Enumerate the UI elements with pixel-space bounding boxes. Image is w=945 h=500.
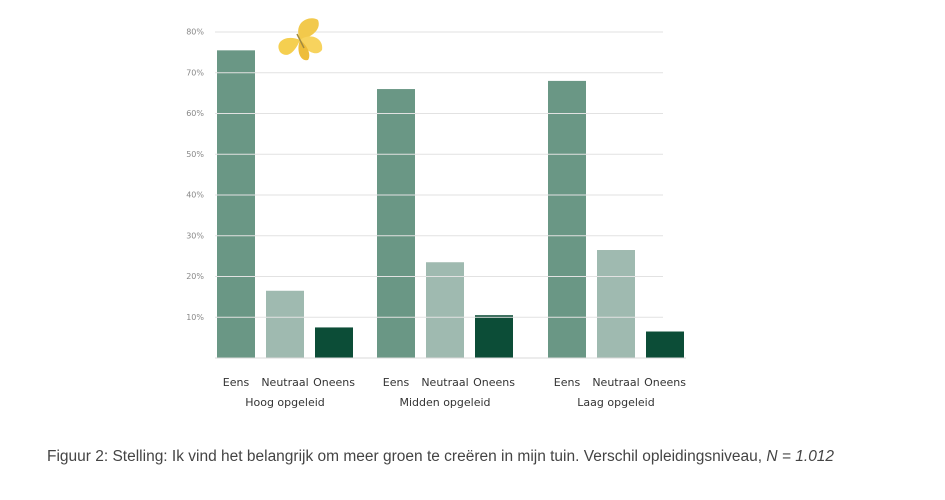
bar: [315, 327, 353, 358]
y-tick-label: 70%: [186, 68, 204, 77]
y-tick-label: 80%: [186, 28, 204, 37]
bar-label: Neutraal: [592, 376, 639, 389]
group-label: Midden opgeleid: [399, 396, 490, 409]
bar: [217, 50, 255, 359]
bar-label: Oneens: [473, 376, 515, 389]
bar-label: Eens: [554, 376, 581, 389]
y-tick-label: 60%: [186, 109, 204, 118]
group-label: Hoog opgeleid: [245, 396, 325, 409]
bar: [597, 250, 635, 358]
y-tick-label: 30%: [186, 231, 204, 240]
bar: [646, 331, 684, 358]
bar: [548, 80, 586, 359]
caption-text: Figuur 2: Stelling: Ik vind het belangri…: [47, 448, 767, 465]
bar-label: Oneens: [644, 376, 686, 389]
bar: [266, 290, 304, 358]
bar: [475, 315, 513, 358]
bar: [377, 89, 415, 359]
butterfly: [278, 18, 323, 61]
caption-note: N = 1.012: [766, 448, 835, 465]
bar-label: Oneens: [313, 376, 355, 389]
bar: [426, 262, 464, 358]
chart: Laag opgeleid Oneens Neutraal Eens Midden op…: [186, 18, 686, 409]
group-label: Laag opgeleid: [577, 396, 654, 409]
caption: Figuur 2: Stelling: Ik vind het belangri…: [47, 448, 834, 466]
y-tick-label: 40%: [186, 191, 204, 200]
y-tick-label: 50%: [186, 150, 204, 159]
bar-label: Eens: [223, 376, 250, 389]
bar-label: Neutraal: [261, 376, 308, 389]
bar-label: Neutraal: [421, 376, 468, 389]
y-tick-label: 20%: [186, 272, 204, 281]
bar-label: Eens: [383, 376, 410, 389]
y-tick-label: 10%: [186, 313, 204, 322]
